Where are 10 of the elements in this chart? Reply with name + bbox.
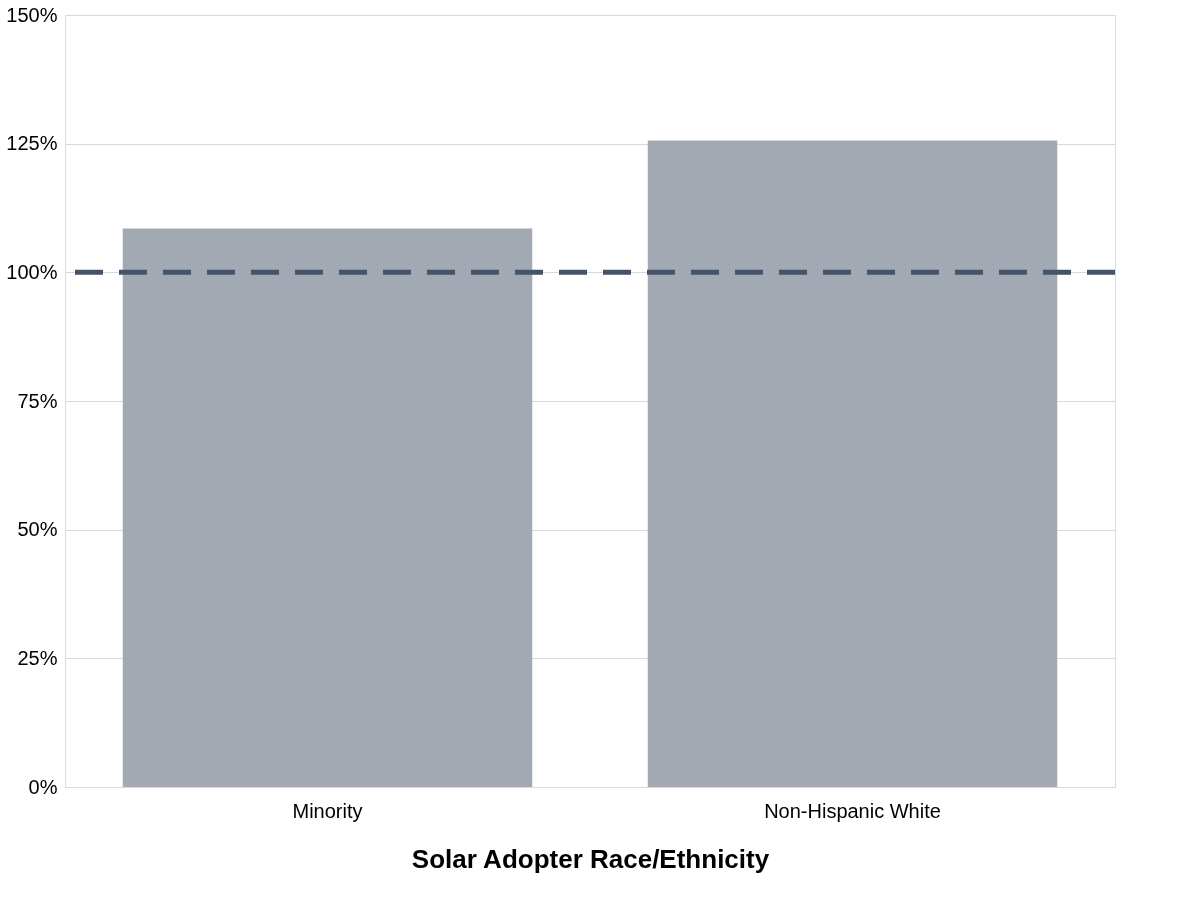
x-axis-title: Solar Adopter Race/Ethnicity — [411, 843, 770, 874]
y-tick-label: 25% — [17, 646, 58, 669]
y-tick-label: 0% — [28, 775, 58, 798]
y-tick-label: 150% — [6, 3, 58, 26]
y-tick-label: 50% — [17, 518, 58, 541]
x-tick-label: Minority — [292, 799, 363, 822]
y-tick-label: 100% — [6, 260, 58, 283]
y-tick-label: 75% — [17, 389, 58, 412]
x-tick-label: Non-Hispanic White — [764, 799, 941, 822]
y-tick-label: 125% — [6, 132, 58, 155]
